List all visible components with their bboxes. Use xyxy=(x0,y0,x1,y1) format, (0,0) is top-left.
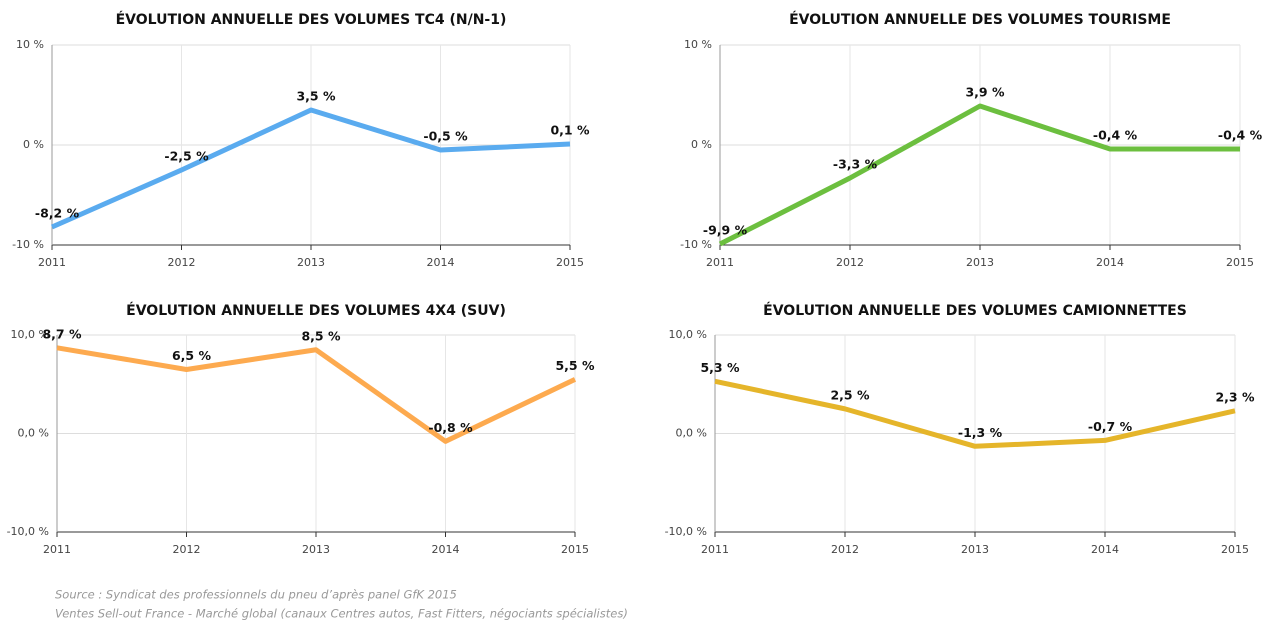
data-label: 3,5 % xyxy=(296,89,335,104)
x-tick-label: 2015 xyxy=(1226,256,1254,269)
chart-title: ÉVOLUTION ANNUELLE DES VOLUMES CAMIONNET… xyxy=(763,302,1187,319)
y-tick-label: 0,0 % xyxy=(18,427,49,440)
data-label: -0,7 % xyxy=(1088,419,1133,434)
chart-title: ÉVOLUTION ANNUELLE DES VOLUMES TOURISME xyxy=(789,11,1171,28)
data-label: 5,5 % xyxy=(555,358,594,373)
x-tick-label: 2012 xyxy=(831,543,859,556)
x-tick-label: 2011 xyxy=(706,256,734,269)
x-tick-label: 2011 xyxy=(43,543,71,556)
x-tick-label: 2014 xyxy=(432,543,460,556)
x-tick-label: 2014 xyxy=(1091,543,1119,556)
x-tick-label: 2014 xyxy=(1096,256,1124,269)
y-tick-label: -10 % xyxy=(12,238,44,251)
data-label: -9,9 % xyxy=(703,223,748,238)
y-tick-label: 0 % xyxy=(691,138,712,151)
data-label: 0,1 % xyxy=(550,123,589,138)
data-label: 3,9 % xyxy=(965,85,1004,100)
y-tick-label: 0,0 % xyxy=(676,427,707,440)
data-label: -3,3 % xyxy=(833,157,878,172)
data-label: 2,3 % xyxy=(1215,389,1254,404)
data-label: 8,5 % xyxy=(301,328,340,343)
y-tick-label: 10 % xyxy=(684,38,712,51)
x-tick-label: 2012 xyxy=(173,543,201,556)
y-tick-label: -10 % xyxy=(680,238,712,251)
data-line xyxy=(50,107,571,230)
y-tick-label: -10,0 % xyxy=(7,525,49,538)
data-line xyxy=(714,378,1236,449)
y-tick-label: 10,0 % xyxy=(669,328,707,341)
data-label: 8,7 % xyxy=(42,326,81,341)
x-tick-label: 2013 xyxy=(966,256,994,269)
chart-title: ÉVOLUTION ANNUELLE DES VOLUMES 4X4 (SUV) xyxy=(126,302,506,319)
x-tick-label: 2013 xyxy=(302,543,330,556)
footnote: Source : Syndicat des professionnels du … xyxy=(55,588,457,602)
chart-title: ÉVOLUTION ANNUELLE DES VOLUMES TC4 (N/N-… xyxy=(116,11,507,28)
x-tick-label: 2013 xyxy=(961,543,989,556)
x-tick-label: 2011 xyxy=(701,543,729,556)
y-tick-label: -10,0 % xyxy=(665,525,707,538)
x-tick-label: 2014 xyxy=(427,256,455,269)
y-tick-label: 0 % xyxy=(23,138,44,151)
data-label: -1,3 % xyxy=(958,425,1003,440)
data-label: -0,5 % xyxy=(423,129,468,144)
x-tick-label: 2012 xyxy=(168,256,196,269)
data-label: -0,8 % xyxy=(428,420,473,435)
data-label: -0,4 % xyxy=(1218,128,1263,143)
x-tick-label: 2013 xyxy=(297,256,325,269)
footnote: Ventes Sell-out France - Marché global (… xyxy=(55,607,628,621)
data-label: 5,3 % xyxy=(700,360,739,375)
data-line xyxy=(56,345,577,444)
y-tick-label: 10,0 % xyxy=(11,328,49,341)
x-tick-label: 2015 xyxy=(1221,543,1249,556)
data-label: -8,2 % xyxy=(35,206,80,221)
x-tick-label: 2015 xyxy=(556,256,584,269)
data-line xyxy=(718,103,1240,247)
y-tick-label: 10 % xyxy=(16,38,44,51)
data-label: 6,5 % xyxy=(172,348,211,363)
x-tick-label: 2011 xyxy=(38,256,66,269)
x-tick-label: 2015 xyxy=(561,543,589,556)
data-label: 2,5 % xyxy=(830,387,869,402)
data-label: -0,4 % xyxy=(1093,128,1138,143)
x-tick-label: 2012 xyxy=(836,256,864,269)
data-label: -2,5 % xyxy=(164,149,209,164)
